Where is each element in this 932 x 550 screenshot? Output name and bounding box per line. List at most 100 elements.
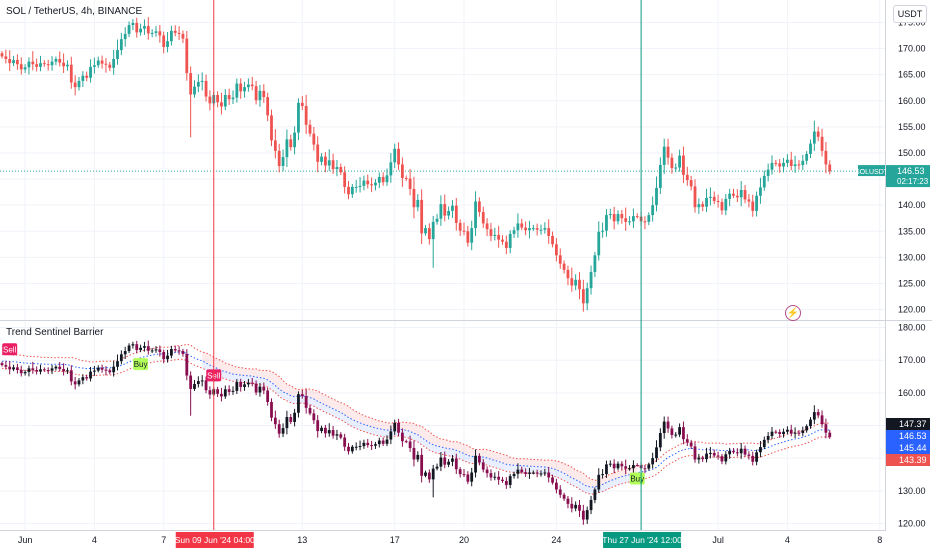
candle[interactable] [54,56,58,66]
indicator-candle[interactable] [89,366,92,382]
candle[interactable] [200,72,204,91]
indicator-candle[interactable] [100,364,104,373]
indicator-candle[interactable] [570,497,574,513]
indicator-candle[interactable] [69,365,73,386]
indicator-candle[interactable] [716,451,720,460]
indicator-candle[interactable] [262,382,266,395]
indicator-candle[interactable] [820,410,824,428]
indicator-candle[interactable] [247,378,250,388]
buy-signal-label[interactable]: Buy [133,358,149,371]
indicator-candle[interactable] [789,424,793,437]
indicator-candle[interactable] [558,485,562,498]
indicator-candle[interactable] [208,386,212,399]
candle[interactable] [193,80,196,98]
candle[interactable] [146,17,150,40]
candle[interactable] [139,23,142,36]
candle[interactable] [127,21,131,38]
indicator-candle[interactable] [239,378,243,392]
indicator-candle[interactable] [196,376,200,388]
indicator-candle[interactable] [143,341,146,352]
indicator-candle[interactable] [420,448,424,483]
indicator-candle[interactable] [574,501,578,512]
candle[interactable] [632,208,635,229]
candle[interactable] [608,208,612,220]
candle[interactable] [116,39,119,65]
indicator-candle[interactable] [635,463,639,467]
time-axis[interactable]: Jun 4 7 13 17 20 24 Jul 4 8 [18,535,882,545]
candle[interactable] [543,222,547,234]
indicator-candle[interactable] [474,449,477,478]
indicator-candle[interactable] [223,385,227,399]
buy-signal-label[interactable]: Buy [629,472,645,485]
indicator-candle[interactable] [547,467,551,483]
indicator-candle[interactable] [431,464,435,498]
candle[interactable] [624,207,628,231]
candle[interactable] [578,272,581,300]
candle[interactable] [682,146,685,183]
indicator-candle[interactable] [19,365,23,377]
candle[interactable] [605,209,608,237]
indicator-candle[interactable] [401,428,404,447]
indicator-candle[interactable] [451,454,454,467]
indicator-candle[interactable] [277,419,281,438]
candle[interactable] [262,84,266,103]
candle[interactable] [93,57,96,74]
indicator-value-label[interactable]: 147.37 [886,418,930,430]
candle[interactable] [366,174,370,189]
indicator-candle[interactable] [620,461,624,470]
candle[interactable] [320,153,323,166]
indicator-candle[interactable] [170,345,173,359]
candle[interactable] [308,119,312,137]
indicator-candle[interactable] [735,448,739,457]
candle[interactable] [539,224,543,235]
indicator-candle[interactable] [216,386,219,397]
indicator-candle[interactable] [578,500,581,517]
indicator-candle[interactable] [85,374,89,381]
candle[interactable] [524,221,527,236]
indicator-candle[interactable] [27,365,31,377]
candle[interactable] [89,59,92,83]
indicator-candle[interactable] [539,470,543,477]
indicator-candle[interactable] [35,366,39,375]
indicator-candle[interactable] [12,364,15,372]
candle[interactable] [46,59,50,71]
indicator-candle[interactable] [543,468,547,476]
candle[interactable] [635,213,639,219]
indicator-candle[interactable] [597,468,601,493]
indicator-candle[interactable] [593,487,597,504]
indicator-candle[interactable] [42,367,46,372]
indicator-candle[interactable] [131,341,135,349]
indicator-candle[interactable] [424,470,427,478]
candle[interactable] [385,168,389,186]
indicator-candle[interactable] [119,350,123,365]
indicator-candle[interactable] [447,459,450,468]
candle[interactable] [620,209,624,224]
candle[interactable] [431,215,435,268]
indicator-candle[interactable] [658,428,662,452]
candle[interactable] [732,188,735,199]
indicator-candle[interactable] [416,451,420,462]
candle[interactable] [828,160,832,175]
indicator-candle[interactable] [185,349,189,381]
indicator-candle[interactable] [693,441,697,463]
candle[interactable] [601,222,604,238]
candle[interactable] [485,218,489,237]
indicator-candle[interactable] [647,462,651,471]
candle[interactable] [254,80,258,105]
candle[interactable] [381,172,385,186]
candle[interactable] [454,198,458,231]
indicator-candle[interactable] [293,408,296,427]
candle[interactable] [535,223,539,236]
indicator-candle[interactable] [366,438,370,448]
indicator-value-label[interactable]: 145.44 [886,442,930,454]
candle[interactable] [616,210,620,225]
indicator-candle[interactable] [281,423,285,437]
indicator-candle[interactable] [96,365,100,373]
candle[interactable] [85,71,89,82]
candle[interactable] [755,191,758,217]
indicator-candle[interactable] [812,405,816,425]
indicator-candle[interactable] [512,471,516,479]
indicator-candle[interactable] [528,467,531,479]
sell-signal-label[interactable]: Sell [2,343,18,356]
candle[interactable] [451,200,454,218]
